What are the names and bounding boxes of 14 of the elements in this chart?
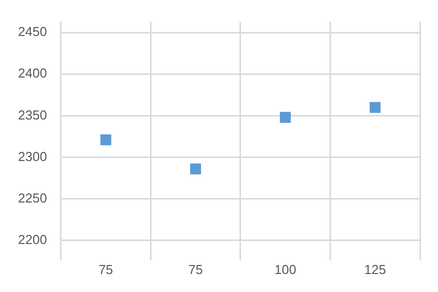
x-tick-label: 100 <box>274 262 296 277</box>
y-tick-label: 2200 <box>18 232 47 247</box>
point <box>370 102 381 113</box>
y-tick-label: 2350 <box>18 107 47 122</box>
y-tick-label: 2450 <box>18 24 47 40</box>
y-tick-label: 2250 <box>18 190 47 206</box>
point <box>100 134 112 146</box>
y-tick-label: 2300 <box>18 148 47 164</box>
point <box>280 112 291 123</box>
x-tick-label: 75 <box>98 262 114 277</box>
y-tick-label: 2400 <box>18 66 47 81</box>
point <box>190 163 202 174</box>
x-tick-label: 125 <box>364 262 386 277</box>
x-tick-label: 75 <box>188 262 203 277</box>
